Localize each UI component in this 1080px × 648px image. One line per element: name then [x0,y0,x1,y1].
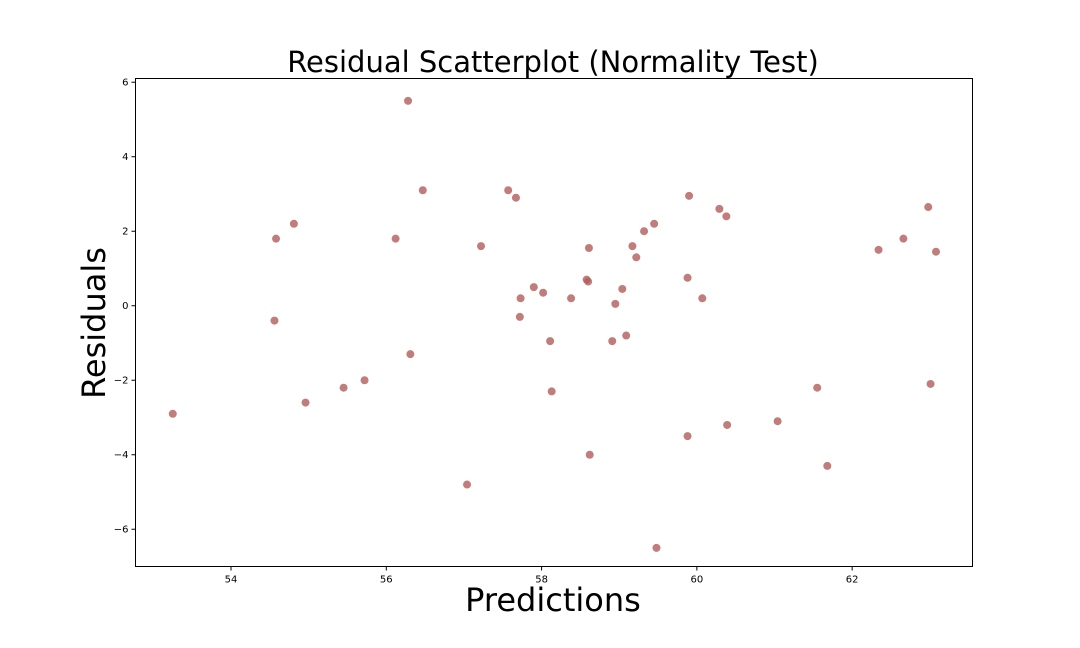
scatter-point [899,234,908,243]
scatter-point [584,277,593,286]
scatter-point [511,193,520,202]
y-tick-label: 4 [122,152,128,163]
x-axis-ticks: 54 56 58 60 62 [225,566,859,586]
plot-frame [135,78,973,567]
scatter-point [813,383,822,392]
x-tick-label: 56 [380,575,393,586]
y-axis-label: Residuals [75,247,113,399]
scatter-point [547,387,556,396]
scatter-point [406,350,415,359]
scatter-point [622,331,631,340]
scatter-point [584,243,593,252]
scatter-point [270,316,279,325]
scatter-point [628,242,637,251]
y-tick-label: −6 [114,525,129,536]
scatter-point [685,191,694,200]
scatter-point [477,242,486,251]
scatter-point [391,234,400,243]
x-tick-label: 62 [846,575,859,586]
scatter-point [301,398,310,407]
scatter-point [611,299,620,308]
scatter-point [698,294,707,303]
scatter-point [516,294,525,303]
scatter-point [683,273,692,282]
scatter-point [567,294,576,303]
scatter-point [546,337,555,346]
chart-title: Residual Scatterplot (Normality Test) [287,45,819,79]
x-tick-label: 60 [690,575,703,586]
scatter-point [632,253,641,262]
scatter-point [529,283,538,292]
x-axis-label: Predictions [465,581,641,619]
scatter-point [272,234,281,243]
scatter-point [539,288,548,297]
y-tick-label: 2 [122,227,128,238]
y-tick-label: −4 [114,450,129,461]
scatter-point [360,376,369,385]
scatter-point [773,417,782,426]
scatter-point [650,219,659,228]
scatter-point [823,461,832,470]
scatter-point [874,245,883,254]
scatter-point [722,212,731,221]
y-tick-label: 0 [122,301,128,312]
scatter-point [168,409,177,418]
scatter-point [640,227,649,236]
y-tick-label: 6 [122,78,128,89]
scatter-point [683,432,692,441]
scatter-point [404,96,413,105]
scatter-point [723,420,732,429]
scatter-point [585,450,594,459]
x-tick-label: 54 [225,575,238,586]
y-axis-ticks: 6 4 2 0 −2 −4 −6 [114,78,136,536]
scatter-point [339,383,348,392]
x-tick-label: 58 [535,575,548,586]
scatter-point [608,337,617,346]
scatter-point [504,186,513,195]
scatter-point [926,379,935,388]
scatter-point [463,480,472,489]
scatter-point [924,203,933,212]
scatter-point [515,312,524,321]
scatter-point [618,284,627,293]
scatter-points [168,96,941,552]
scatter-point [715,204,724,213]
y-tick-label: −2 [114,376,129,387]
scatter-point [932,247,941,256]
scatter-point [652,543,661,552]
scatter-point [418,186,427,195]
scatter-point [289,219,298,228]
